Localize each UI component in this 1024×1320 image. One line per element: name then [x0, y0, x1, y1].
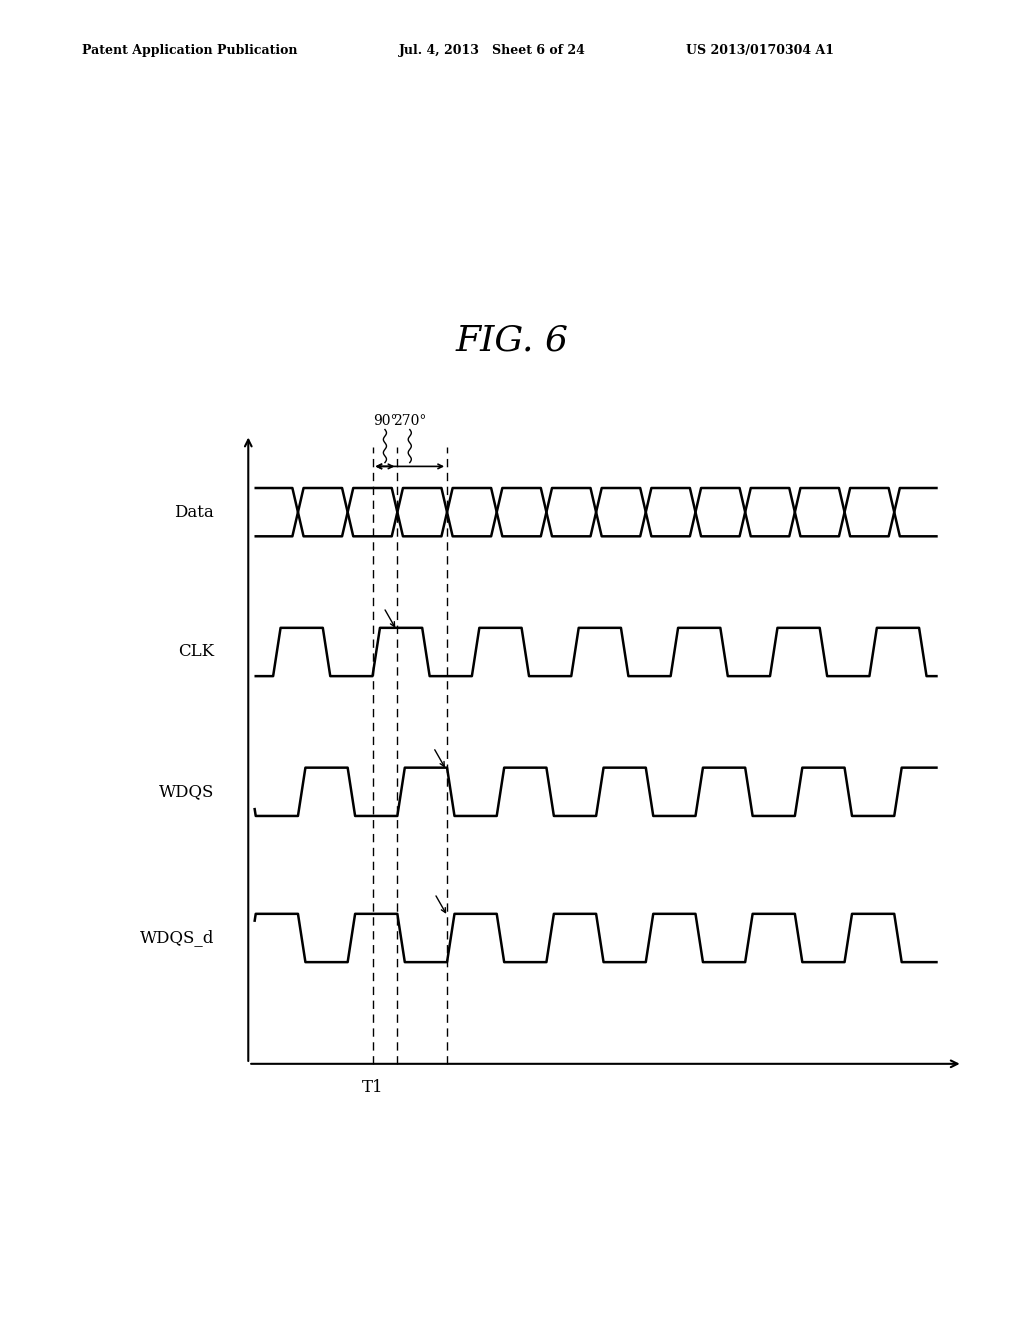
Text: T1: T1 — [361, 1078, 383, 1096]
Text: CLK: CLK — [178, 643, 214, 660]
Text: 270°: 270° — [393, 414, 426, 428]
Text: FIG. 6: FIG. 6 — [456, 323, 568, 358]
Text: Data: Data — [174, 504, 214, 520]
Text: 90°: 90° — [373, 414, 397, 428]
Text: WDQS: WDQS — [159, 783, 214, 800]
Text: US 2013/0170304 A1: US 2013/0170304 A1 — [686, 44, 835, 57]
Text: Patent Application Publication: Patent Application Publication — [82, 44, 297, 57]
Text: WDQS_d: WDQS_d — [139, 929, 214, 946]
Text: Jul. 4, 2013   Sheet 6 of 24: Jul. 4, 2013 Sheet 6 of 24 — [399, 44, 586, 57]
